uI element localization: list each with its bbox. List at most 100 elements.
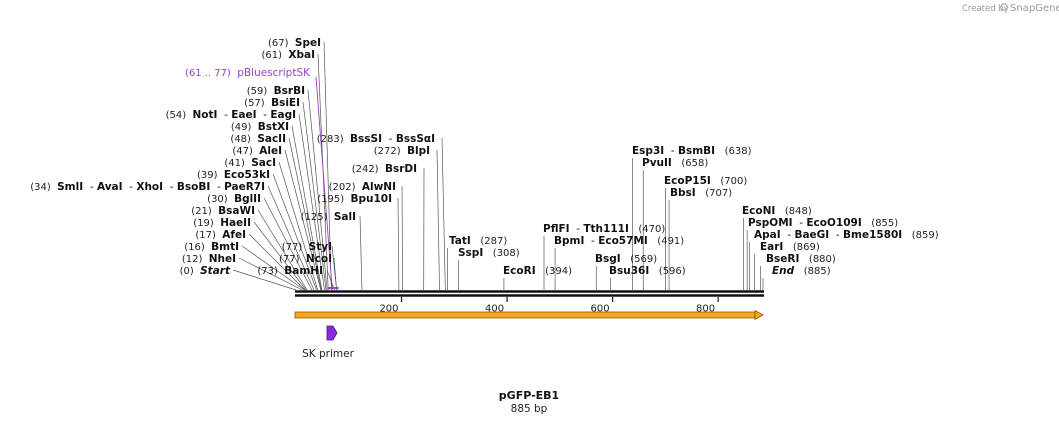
- enzyme-site-end[interactable]: End (885): [772, 265, 831, 277]
- enzyme-site-bsssi[interactable]: (283) BssSI - BssSαI: [317, 133, 435, 145]
- enzyme-site-pspomi[interactable]: PspOMI - EcoO109I (855): [748, 217, 898, 229]
- enzyme-site-eco53ki[interactable]: (39) Eco53kI: [197, 169, 270, 181]
- enzyme-site-sacii[interactable]: (48) SacII: [230, 133, 286, 145]
- enzyme-site-eari[interactable]: EarI (869): [760, 241, 820, 253]
- enzyme-name: HaeII: [220, 217, 251, 229]
- enzyme-site-haeii[interactable]: (19) HaeII: [193, 217, 251, 229]
- enzyme-site-bbsi[interactable]: BbsI (707): [670, 187, 732, 199]
- enzyme-site-bsrbi[interactable]: (59) BsrBI: [247, 85, 305, 97]
- enzyme-name: EcoP15I: [664, 175, 711, 187]
- enzyme-name: EcoNI: [742, 205, 775, 217]
- region-label[interactable]: (61 .. 77) pBluescriptSK: [185, 67, 311, 79]
- separator: -: [83, 181, 97, 193]
- enzyme-name: Tth111I: [583, 223, 628, 235]
- enzyme-site-blpi[interactable]: (272) BlpI: [374, 145, 430, 157]
- enzyme-name: BstXI: [258, 121, 289, 133]
- site-position: (638): [715, 146, 752, 157]
- enzyme-name: Bpu10I: [350, 193, 392, 205]
- enzyme-site-pflfi[interactable]: PflFI - Tth111I (470): [543, 223, 665, 235]
- enzyme-site-alei[interactable]: (47) AleI: [232, 145, 282, 157]
- enzyme-site-bpu10i[interactable]: (195) Bpu10I: [317, 193, 392, 205]
- site-position: (19): [193, 218, 220, 229]
- leader-line: [436, 149, 440, 291]
- enzyme-site-bsgi[interactable]: BsgI (569): [595, 253, 657, 265]
- enzyme-site-bamhi[interactable]: (73) BamHI: [257, 265, 323, 277]
- leader-line: [284, 149, 322, 291]
- enzyme-name: SspI: [458, 247, 483, 259]
- site-position: (0): [180, 266, 201, 277]
- enzyme-site-bseri[interactable]: BseRI (880): [766, 253, 836, 265]
- leader-line: [288, 137, 322, 291]
- separator: -: [382, 133, 396, 145]
- enzyme-site-apai[interactable]: ApaI - BaeGI - Bme1580I (859): [754, 229, 939, 241]
- leader-line: [257, 209, 308, 291]
- enzyme-site-bsu36i[interactable]: Bsu36I (596): [609, 265, 686, 277]
- enzyme-site-bmti[interactable]: (16) BmtI: [184, 241, 239, 253]
- enzyme-name: StyI: [309, 241, 332, 253]
- enzyme-site-ncoi[interactable]: (77) NcoI: [279, 253, 332, 265]
- enzyme-site-sspi[interactable]: SspI (308): [458, 247, 520, 259]
- enzyme-name: BsiEI: [271, 97, 300, 109]
- enzyme-site-bsrdi[interactable]: (242) BsrDI: [352, 163, 417, 175]
- region-name: pBluescriptSK: [237, 67, 311, 79]
- credit-brand: SnapGene: [1010, 3, 1059, 14]
- leader-line: [291, 125, 323, 291]
- enzyme-name: PflFI: [543, 223, 570, 235]
- site-position: (195): [317, 194, 350, 205]
- leader-line: [253, 221, 307, 291]
- site-position: (880): [799, 254, 836, 265]
- enzyme-name: BsrBI: [274, 85, 305, 97]
- site-position: (308): [483, 248, 520, 259]
- site-position: (61): [262, 50, 289, 61]
- leader-line: [359, 215, 363, 291]
- site-position: (855): [862, 218, 899, 229]
- ruler-tick-label: 800: [696, 303, 715, 314]
- enzyme-name: EcoRI: [503, 265, 536, 277]
- sk-primer[interactable]: SK primer: [302, 325, 355, 360]
- site-position: (470): [629, 224, 666, 235]
- enzyme-name: PvuII: [642, 157, 672, 169]
- leader-line: [323, 41, 332, 291]
- enzyme-site-afei[interactable]: (17) AfeI: [195, 229, 246, 241]
- enzyme-site-spei[interactable]: (67) SpeI: [268, 37, 321, 49]
- site-position: (885): [794, 266, 831, 277]
- leader-line: [272, 173, 317, 291]
- leader-line: [397, 197, 400, 291]
- enzyme-name: SpeI: [295, 37, 321, 49]
- primer-label: SK primer: [302, 348, 354, 360]
- snapgene-logo-icon: [1000, 3, 1008, 11]
- enzyme-site-xbai[interactable]: (61) XbaI: [262, 49, 316, 61]
- site-position: (287): [471, 236, 508, 247]
- separator: -: [793, 217, 807, 229]
- enzyme-site-noti[interactable]: (54) NotI - EaeI - EagI: [166, 109, 296, 121]
- enzyme-site-bglii[interactable]: (30) BglII: [207, 193, 261, 205]
- enzyme-site-styi[interactable]: (77) StyI: [282, 241, 332, 253]
- enzyme-site-start[interactable]: (0) Start: [180, 265, 231, 277]
- enzyme-site-ecori[interactable]: EcoRI (394): [503, 265, 572, 277]
- enzyme-site-ecop15i[interactable]: EcoP15I (700): [664, 175, 747, 187]
- enzyme-name: AleI: [259, 145, 282, 157]
- enzyme-site-nhei[interactable]: (12) NheI: [182, 253, 236, 265]
- leader-line: [298, 113, 325, 291]
- site-position: (59): [247, 86, 274, 97]
- enzyme-name: NcoI: [306, 253, 332, 265]
- enzyme-site-pvuii[interactable]: PvuII (658): [642, 157, 708, 169]
- site-position: (658): [672, 158, 709, 169]
- enzyme-site-esp3i[interactable]: Esp3I - BsmBI (638): [632, 145, 752, 157]
- enzyme-site-bstxi[interactable]: (49) BstXI: [231, 121, 289, 133]
- enzyme-site-saci[interactable]: (41) SacI: [224, 157, 276, 169]
- leader-line: [263, 197, 313, 291]
- site-position: (569): [621, 254, 658, 265]
- enzyme-name: NheI: [209, 253, 236, 265]
- enzyme-site-sali[interactable]: (125) SalI: [301, 211, 356, 223]
- enzyme-site-smli[interactable]: (34) SmlI - AvaI - XhoI - BsoBI - PaeR7I: [30, 181, 265, 193]
- enzyme-site-econi[interactable]: EcoNI (848): [742, 205, 812, 217]
- enzyme-site-alwni[interactable]: (202) AlwNI: [329, 181, 396, 193]
- enzyme-site-bpmi[interactable]: BpmI - Eco57MI (491): [554, 235, 684, 247]
- enzyme-site-bsiei[interactable]: (57) BsiEI: [244, 97, 300, 109]
- site-position: (202): [329, 182, 362, 193]
- enzyme-site-bsawi[interactable]: (21) BsaWI: [191, 205, 255, 217]
- site-position: (242): [352, 164, 385, 175]
- enzyme-site-tati[interactable]: TatI (287): [449, 235, 507, 247]
- leader-line: [302, 101, 327, 291]
